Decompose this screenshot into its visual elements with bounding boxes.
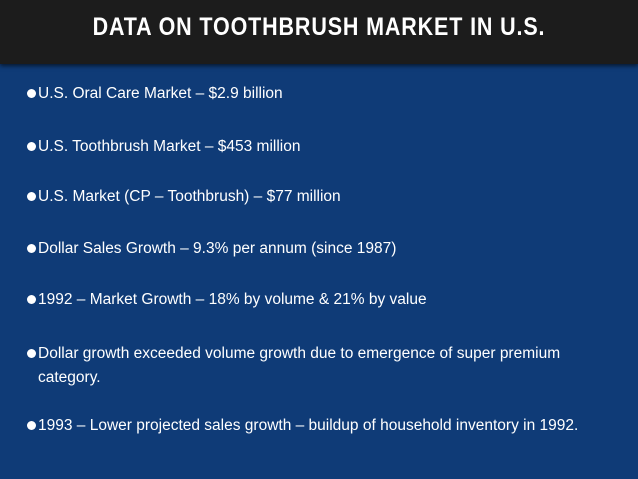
bullet-dot-icon	[27, 192, 36, 201]
bullet-item: 1993 – Lower projected sales growth – bu…	[27, 414, 628, 438]
bullet-dot-icon	[27, 421, 36, 430]
bullet-text: U.S. Market (CP – Toothbrush) – $77 mill…	[38, 188, 341, 205]
bullet-text: U.S. Oral Care Market – $2.9 billion	[38, 85, 283, 102]
bullet-text: 1993 – Lower projected sales growth – bu…	[38, 417, 579, 434]
bullet-dot-icon	[27, 349, 36, 358]
bullet-text: 1992 – Market Growth – 18% by volume & 2…	[38, 291, 427, 308]
bullet-dot-icon	[27, 244, 36, 253]
bullet-text: Dollar Sales Growth – 9.3% per annum (si…	[38, 240, 397, 257]
bullet-item: 1992 – Market Growth – 18% by volume & 2…	[27, 288, 628, 312]
bullet-dot-icon	[27, 295, 36, 304]
slide-title: DATA ON TOOTHBRUSH MARKET IN U.S.	[92, 13, 546, 41]
bullet-dot-icon	[27, 89, 36, 98]
bullet-item: Dollar growth exceeded volume growth due…	[27, 342, 618, 390]
bullet-text: U.S. Toothbrush Market – $453 million	[38, 138, 301, 155]
bullet-item: Dollar Sales Growth – 9.3% per annum (si…	[27, 237, 628, 261]
bullet-text: Dollar growth exceeded volume growth due…	[38, 345, 561, 386]
bullet-item: U.S. Toothbrush Market – $453 million	[27, 135, 628, 159]
bullet-item: U.S. Market (CP – Toothbrush) – $77 mill…	[27, 185, 628, 209]
bullet-item: U.S. Oral Care Market – $2.9 billion	[27, 82, 628, 106]
bullet-dot-icon	[27, 142, 36, 151]
title-bar: DATA ON TOOTHBRUSH MARKET IN U.S.	[0, 0, 638, 64]
